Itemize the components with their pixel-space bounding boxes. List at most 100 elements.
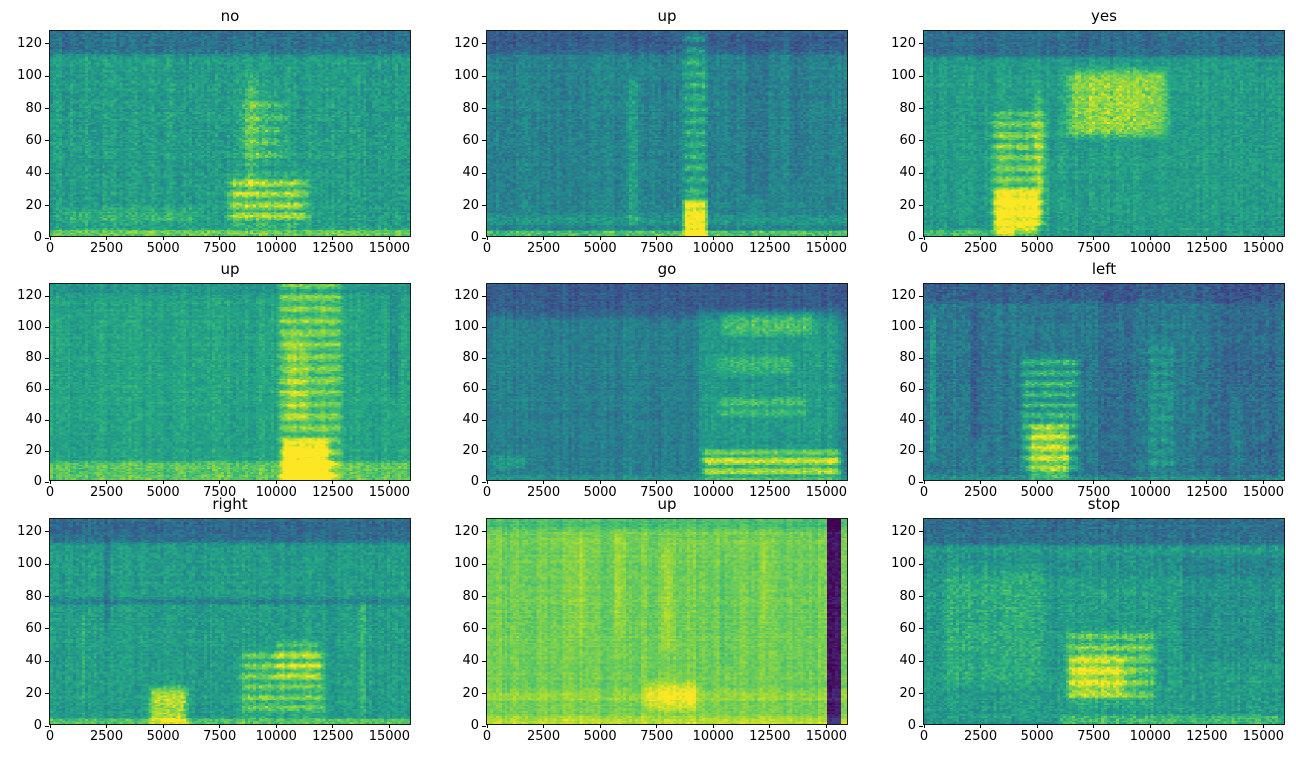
x-tick-label: 2500 [527,729,561,744]
y-tick-mark [45,140,49,142]
y-tick-label: 20 [462,443,479,459]
y-tick-mark [919,172,923,174]
x-tick-label: 7500 [203,729,237,744]
y-tick-mark [919,693,923,695]
x-tick-label: 15000 [805,241,848,256]
x-tick-mark [825,724,827,728]
x-tick-mark [980,480,982,484]
x-tick-mark [275,480,277,484]
subplot: no 0 2500 5000 7500 10000 12500 15000 0 20 40 60 8… [17,6,411,261]
x-tick-label: 10000 [1129,729,1171,744]
y-tick-mark [482,172,486,174]
y-tick-mark [45,172,49,174]
y-tick-mark [482,295,486,297]
x-tick-mark [106,480,108,484]
x-tick-label: 5000 [1020,241,1054,256]
subplot: up 0 2500 5000 7500 10000 12500 15000 0 20 40 60 8… [17,259,411,505]
x-tick-mark [599,480,601,484]
x-tick-mark [106,236,108,240]
y-tick-mark [45,596,49,598]
x-tick-mark [219,480,221,484]
y-tick-mark [45,419,49,421]
y-tick-mark [482,419,486,421]
y-tick-label: 120 [454,523,479,539]
x-tick-mark [769,236,771,240]
y-tick-mark [45,108,49,110]
y-tick-label: 0 [907,474,916,489]
x-tick-label: 7500 [1077,241,1111,256]
x-tick-mark [656,724,658,728]
y-tick-label: 100 [454,556,479,572]
y-tick-mark [45,481,49,483]
x-tick-label: 12500 [312,729,354,744]
x-tick-mark [712,480,714,484]
y-tick-mark [919,205,923,207]
x-tick-label: 5000 [146,241,180,256]
x-tick-mark [825,480,827,484]
x-tick-mark [275,724,277,728]
x-tick-label: 2500 [964,241,998,256]
y-tick-label: 40 [25,653,42,669]
y-tick-mark [482,388,486,390]
x-tick-label: 12500 [312,241,354,256]
y-tick-mark [482,660,486,662]
x-tick-mark [1036,724,1038,728]
y-tick-label: 80 [462,588,479,604]
y-tick-label: 60 [899,381,916,397]
y-tick-label: 0 [907,230,916,245]
y-tick-label: 60 [462,620,479,636]
y-tick-mark [919,725,923,727]
y-tick-label: 100 [891,319,916,335]
y-tick-mark [482,140,486,142]
x-tick-label: 10000 [692,241,734,256]
y-tick-mark [919,295,923,297]
y-tick-label: 0 [470,718,479,733]
x-tick-mark [49,236,51,240]
spectrogram-canvas [50,284,410,480]
y-tick-mark [482,628,486,630]
plot-area: 0 2500 5000 7500 10000 12500 15000 0 20 40 60 80 10… [891,30,1285,256]
x-tick-label: 0 [919,729,929,744]
y-tick-label: 0 [33,718,42,733]
y-tick-label: 120 [454,35,479,51]
x-tick-label: 12500 [749,241,791,256]
x-tick-mark [49,480,51,484]
y-tick-label: 80 [899,100,916,116]
y-tick-label: 40 [899,165,916,181]
y-tick-label: 60 [25,381,42,397]
x-tick-mark [162,236,164,240]
y-tick-label: 80 [462,350,479,366]
x-tick-label: 7500 [203,241,237,256]
x-tick-label: 2500 [964,729,998,744]
plot-area: 0 2500 5000 7500 10000 12500 15000 0 20 40 60 80 10… [454,30,848,256]
x-tick-mark [49,724,51,728]
subplot-title: no [220,7,240,25]
y-tick-label: 80 [899,350,916,366]
y-tick-label: 100 [454,68,479,84]
x-tick-mark [599,236,601,240]
y-tick-mark [45,563,49,565]
x-tick-label: 7500 [640,241,674,256]
y-tick-mark [919,596,923,598]
y-tick-label: 0 [470,474,479,489]
y-tick-mark [919,43,923,45]
y-tick-mark [919,357,923,359]
subplot-title: stop [1087,495,1121,513]
x-tick-label: 5000 [583,241,617,256]
x-tick-mark [106,724,108,728]
x-tick-label: 12500 [1186,729,1228,744]
y-tick-mark [45,295,49,297]
spectrogram-canvas [487,284,847,480]
subplot-title: left [1091,260,1117,278]
y-tick-label: 60 [462,381,479,397]
y-tick-mark [919,660,923,662]
y-tick-mark [45,660,49,662]
x-tick-mark [332,480,334,484]
x-tick-label: 5000 [146,729,180,744]
spectrogram-canvas [924,519,1284,724]
plot-area: 0 2500 5000 7500 10000 12500 15000 0 20 40 60 80 10… [891,518,1285,744]
y-tick-mark [919,531,923,533]
x-tick-mark [712,236,714,240]
x-tick-label: 10000 [692,729,734,744]
